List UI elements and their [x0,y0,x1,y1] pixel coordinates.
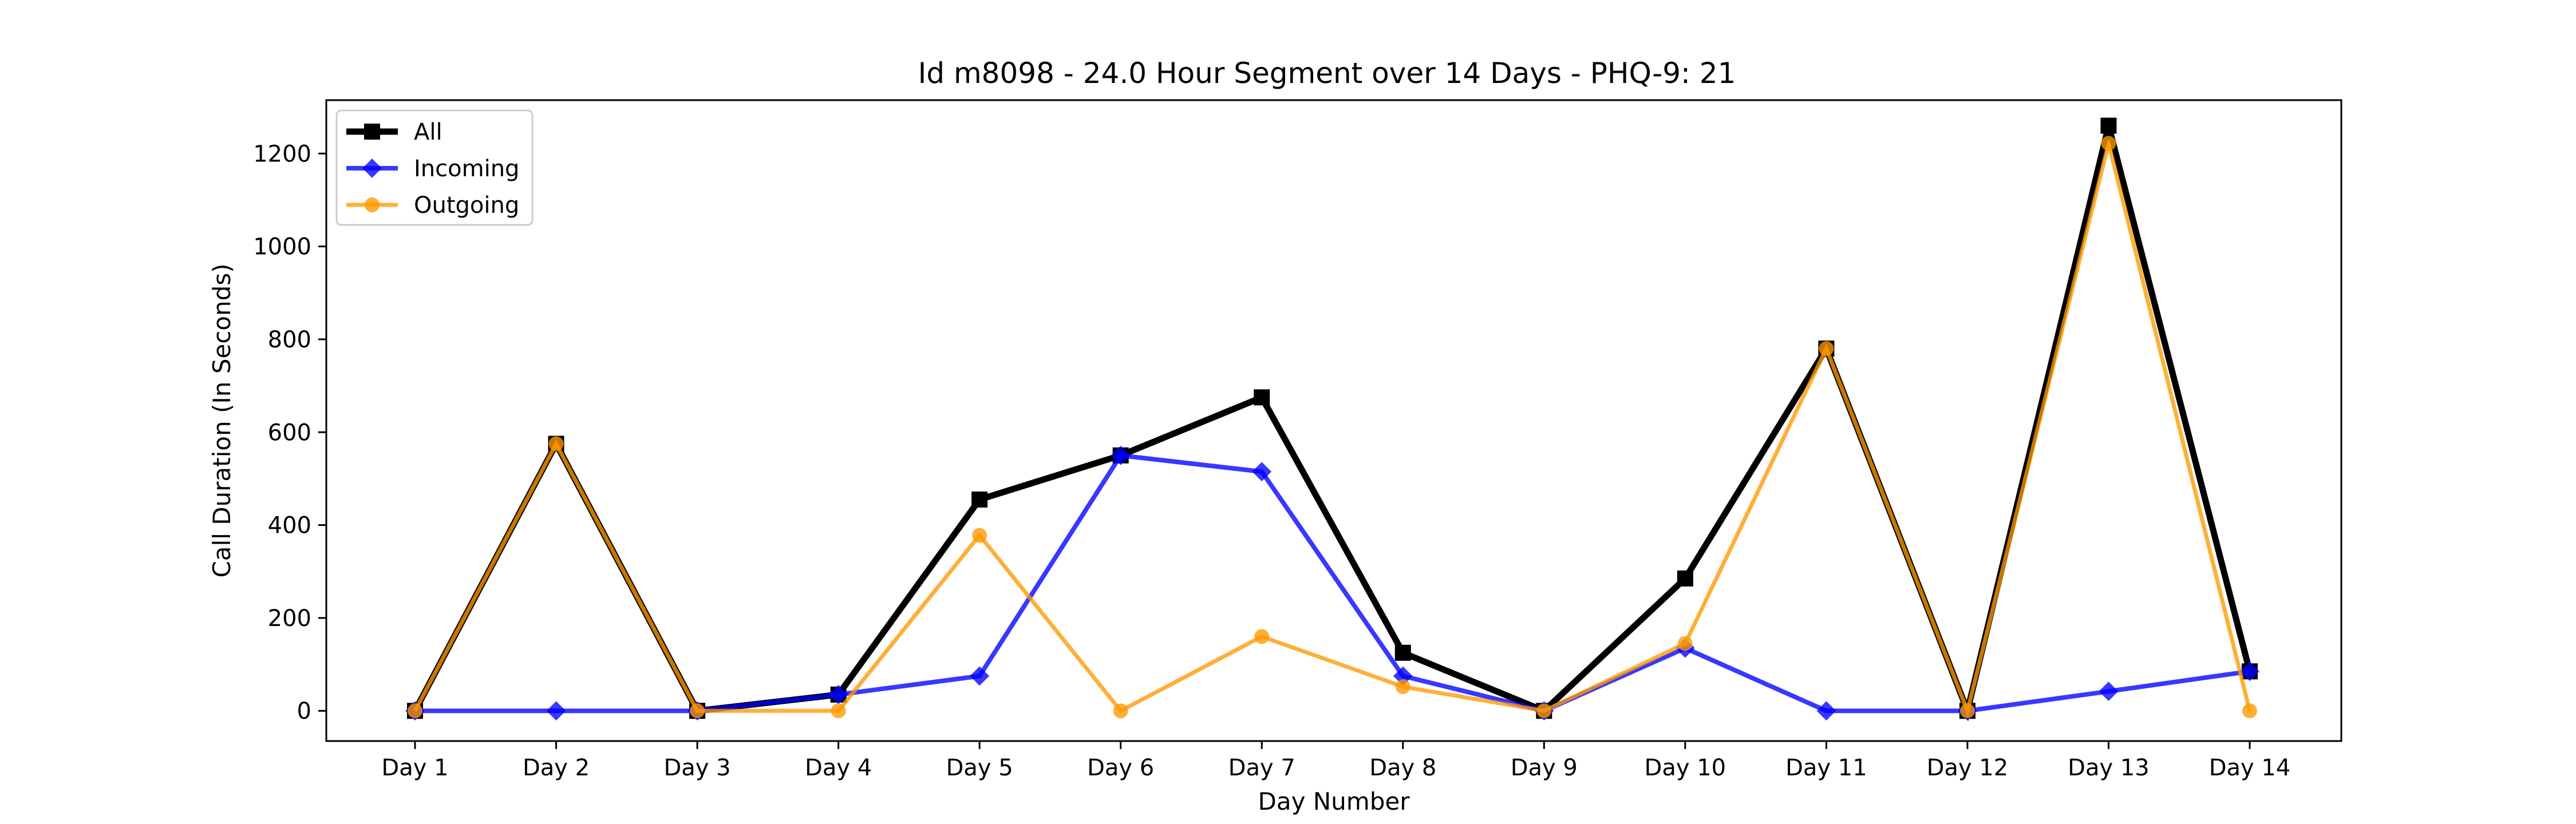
data-point [690,703,705,718]
y-tick-label: 600 [268,419,311,446]
data-point [2100,118,2116,134]
chart-title: Id m8098 - 24.0 Hour Segment over 14 Day… [918,57,1736,90]
x-tick-label: Day 5 [946,755,1013,781]
legend: All Incoming Outgoing [337,110,532,225]
data-point [549,437,564,451]
x-tick-label: Day 6 [1087,755,1154,781]
data-point [1395,645,1411,661]
data-point [1536,703,1551,718]
data-point [971,492,987,508]
data-point [1254,389,1270,405]
data-point [1678,636,1693,651]
data-point [2101,136,2116,150]
x-tick-label: Day 1 [381,755,448,781]
y-axis-label: Call Duration (In Seconds) [208,263,236,577]
legend-label: All [414,119,442,145]
data-point [972,528,987,542]
x-tick-label: Day 7 [1228,755,1295,781]
data-point [2099,682,2119,701]
y-tick-label: 800 [268,327,311,353]
x-tick-label: Day 4 [805,755,872,781]
legend-label: Outgoing [414,192,519,219]
x-tick-label: Day 8 [1369,755,1436,781]
y-tick-label: 200 [268,605,311,632]
data-point [1254,629,1269,644]
x-tick-label: Day 2 [523,755,590,781]
y-tick-label: 1200 [253,141,311,167]
data-point [1113,703,1128,718]
x-tick-label: Day 12 [1927,755,2009,781]
x-axis-label: Day Number [1258,787,1410,815]
data-point [408,703,422,718]
series-all [407,118,2258,719]
data-point [1960,703,1975,718]
data-point [1819,341,1834,356]
x-tick-label: Day 14 [2209,755,2291,781]
series-line-outgoing [415,143,2250,711]
series-line-all [415,126,2250,711]
x-tick-label: Day 10 [1645,755,1726,781]
legend-label: Incoming [414,156,519,182]
x-tick-label: Day 9 [1511,755,1578,781]
legend-marker [365,197,380,212]
x-tick-label: Day 13 [2068,755,2150,781]
y-tick-label: 1000 [253,234,311,260]
data-point [2242,703,2257,718]
data-point [1396,679,1411,694]
data-point [831,703,846,718]
plot-area [405,118,2259,721]
data-point [1816,701,1836,720]
y-tick-label: 400 [268,513,311,539]
x-tick-label: Day 11 [1785,755,1867,781]
data-point [1677,571,1693,587]
x-tick-label: Day 3 [663,755,730,781]
x-axis: Day 1 Day 2 Day 3 Day 4 Day 5 Day 6 Day 7 Day 8… [381,741,2290,781]
data-point [547,701,566,720]
legend-marker [364,124,380,140]
y-axis: 0 200 400 600 800 1000 1200 [253,141,326,724]
y-tick-label: 0 [297,698,311,724]
series-outgoing [408,136,2257,718]
